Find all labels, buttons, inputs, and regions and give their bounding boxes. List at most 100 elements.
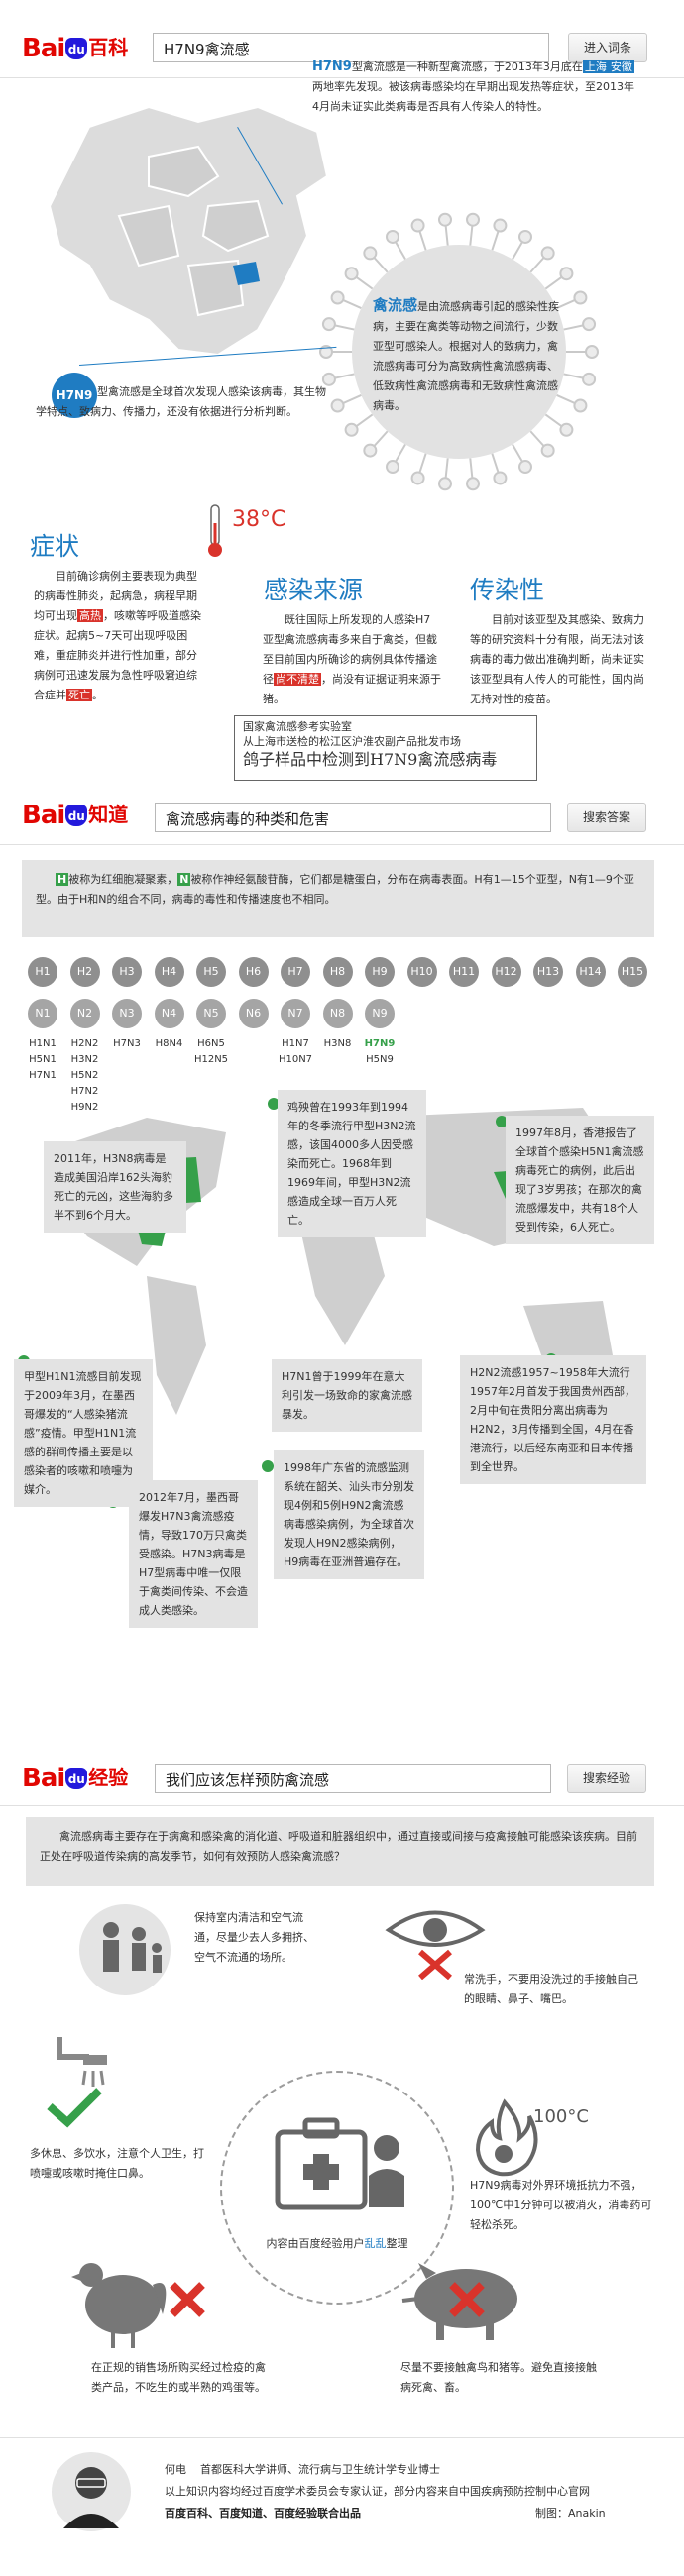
h-subtype-h7: H7 <box>281 957 310 987</box>
subtype-combination: H7N2 <box>70 1086 99 1097</box>
n-subtype-n3: N3 <box>112 999 142 1028</box>
thermometer-icon <box>208 504 222 557</box>
note-h2n2-1957: H2N2流感1957~1958年大流行 1957年2月首发于我国贵州西部，2月中… <box>460 1355 646 1484</box>
note-h7n3-2012: 2012年7月，墨西哥爆发H7N3禽流感疫情，导致170万只禽类受感染。H7N3… <box>129 1480 258 1628</box>
search-input[interactable]: H7N9禽流感 <box>153 33 549 62</box>
center-credit-text: 内容由百度经验用户乱乱整理 <box>266 2237 408 2250</box>
h-subtype-h11: H11 <box>449 957 479 987</box>
virus-spike <box>363 246 378 261</box>
n-subtype-n1: N1 <box>28 999 57 1028</box>
n-subtype-combinations: H3N8 <box>318 1036 358 1052</box>
virus-spike <box>540 246 555 261</box>
virus-spike <box>518 460 532 475</box>
subtype-combination: H5N2 <box>70 1070 99 1081</box>
virus-spike <box>540 443 555 458</box>
paw-icon: du <box>65 38 88 59</box>
subtype-combination: H1N1 <box>29 1038 57 1049</box>
chicken-no-icon <box>71 2263 205 2348</box>
search-experience-button[interactable]: 搜索经验 <box>567 1764 646 1793</box>
center-credit-circle <box>220 2071 454 2305</box>
h-subtype-h8: H8 <box>322 957 353 987</box>
h-subtype-h9: H9 <box>365 957 395 987</box>
divider <box>0 2437 684 2438</box>
fire-virus-icon <box>475 2098 538 2177</box>
n-subtype-n2: N2 <box>69 999 100 1028</box>
divider <box>0 77 684 78</box>
subtype-combination: H7N1 <box>29 1070 57 1081</box>
baidu-jingyan-logo[interactable]: Bai du 经验 <box>22 1764 129 1793</box>
contagion-text: 目前对该亚型及其感染、致病力等的研究资料十分有限，尚无法对该病毒的毒力做出准确判… <box>470 613 644 705</box>
contagion-title: 传染性 <box>470 576 545 604</box>
n-subtype-n4: N4 <box>154 999 184 1028</box>
symptoms-title: 症状 <box>30 532 80 561</box>
virus-spike <box>410 218 425 233</box>
virus-spike <box>466 212 481 227</box>
tip-heat-kill: H7N9病毒对外界环境抵抗力不强，100℃中1分钟可以被消灭，消毒药可轻松杀死。 <box>470 2179 652 2231</box>
h-subtype-h1: H1 <box>28 957 57 987</box>
subtype-combination: H3N8 <box>323 1038 352 1049</box>
virus-spike <box>321 372 336 386</box>
n-subtype-n7: N7 <box>281 999 310 1028</box>
tip-wash-hands: 常洗手，不要用没洗过的手接触自己的眼睛、鼻子、嘴巴。 <box>464 1973 638 2005</box>
h-subtype-h15: H15 <box>618 957 647 987</box>
n-subtype-n9: N9 <box>365 999 395 1028</box>
virus-spike <box>330 290 345 305</box>
n-subtype-n8: N8 <box>322 999 353 1028</box>
fever-temperature: 38°C <box>232 507 286 532</box>
subtype-combination: H1N7 <box>282 1038 309 1049</box>
avian-flu-definition: 禽流感是由流感病毒引起的感染性疾病，主要在禽类等动物之间流行，少数亚型可感染人。… <box>373 296 560 412</box>
note-us-2011: 2011年，H3N8病毒是造成美国沿岸162头海豹死亡的元凶，这些海豹多半不到6… <box>44 1141 186 1233</box>
search-answer-button[interactable]: 搜索答案 <box>567 803 646 832</box>
infection-source-title: 感染来源 <box>264 576 364 604</box>
h-subtype-h2: H2 <box>69 957 100 987</box>
shower-check-icon <box>47 2037 107 2128</box>
family-people-icon <box>79 1904 171 1995</box>
virus-spike <box>330 398 345 413</box>
virus-spike <box>582 372 597 386</box>
footer-credit: 制图：Anakin <box>535 2507 606 2520</box>
paw-icon: du <box>65 1768 88 1789</box>
h7n9-first-discovery-text: 型禽流感是全球首次发现人感染该病毒，其生物学特点、致病力、传播力，还没有依据进行… <box>36 385 326 418</box>
baidu-baike-logo[interactable]: Bai du 百科 <box>22 34 129 63</box>
tip-ventilation: 保持室内清洁和空气流通，尽量少去人多拥挤、空气不流通的场所。 <box>194 1911 314 1964</box>
question-search-input[interactable]: 禽流感病毒的种类和危害 <box>155 803 551 832</box>
map-marker <box>496 1116 508 1127</box>
footer-author: 何电 首都医科大学讲师、流行病与卫生统计学专业博士 <box>165 2463 440 2476</box>
virus-spike <box>437 477 452 491</box>
subtype-combination: H2N2 <box>70 1038 99 1049</box>
subtype-combination: H7N9 <box>364 1038 396 1049</box>
virus-spike <box>582 317 597 332</box>
virus-spike <box>410 471 425 485</box>
n-subtype-combinations: H7N3 <box>107 1036 147 1052</box>
footer-certification: 以上知识内容均经过百度学术委员会专家认证，部分内容来自中国疾病预防控制中心官网 <box>165 2485 590 2498</box>
subtype-combination: H6N5 <box>197 1038 225 1049</box>
virus-spike <box>573 290 588 305</box>
subtype-combination: H5N9 <box>366 1054 394 1065</box>
h-subtype-h5: H5 <box>196 957 226 987</box>
subtype-combination: H5N1 <box>29 1054 57 1065</box>
virus-spike <box>518 229 532 244</box>
note-hongkong-1968: 鸡殃曾在1993年到1994年的冬季流行甲型H3N2流感，该国4000多人因受感… <box>278 1090 426 1237</box>
news-clipping: 国家禽流感参考实验室 从上海市送检的松江区沪淮农副产品批发市场 鸽子样品中检测到… <box>234 715 537 781</box>
h-subtype-h10: H10 <box>406 957 437 987</box>
eye-no-touch-icon <box>385 1910 486 1980</box>
prevention-intro-box: 禽流感病毒主要存在于病禽和感染禽的消化道、呼吸道和脏器组织中，通过直接或间接与疫… <box>26 1817 654 1886</box>
subtype-combination: H8N4 <box>155 1038 183 1049</box>
china-map <box>48 105 329 357</box>
virus-spike <box>437 212 452 227</box>
virus-illustration <box>319 212 599 491</box>
h7n9-intro-text: H7N9型禽流感是一种新型禽流感，于2013年3月底在 上海 安徽两地率先发现。被该… <box>312 59 634 113</box>
divider <box>0 1805 684 1806</box>
virus-spike <box>386 460 399 475</box>
baidu-zhidao-logo[interactable]: Bai du 知道 <box>22 801 129 830</box>
note-hongkong-1997: 1997年8月，香港报告了全球首个感染H5N1禽流感病毒死亡的病例，此后出现了3… <box>506 1116 654 1244</box>
experience-search-input[interactable]: 我们应该怎样预防禽流感 <box>155 1764 551 1793</box>
virus-spike <box>573 398 588 413</box>
subtype-combination: H3N2 <box>70 1054 99 1065</box>
tip-buy-inspected: 在正规的销售场所购买经过检疫的禽类产品，不吃生的或半熟的鸡蛋等。 <box>91 2361 266 2394</box>
h7n9-badge: H7N9 <box>52 373 97 418</box>
n-subtype-combinations: H1N7 H10N7 <box>276 1036 315 1068</box>
n-subtype-combinations: H8N4 <box>150 1036 189 1052</box>
subtype-combination: H9N2 <box>70 1102 99 1113</box>
n-subtype-n5: N5 <box>196 999 226 1028</box>
